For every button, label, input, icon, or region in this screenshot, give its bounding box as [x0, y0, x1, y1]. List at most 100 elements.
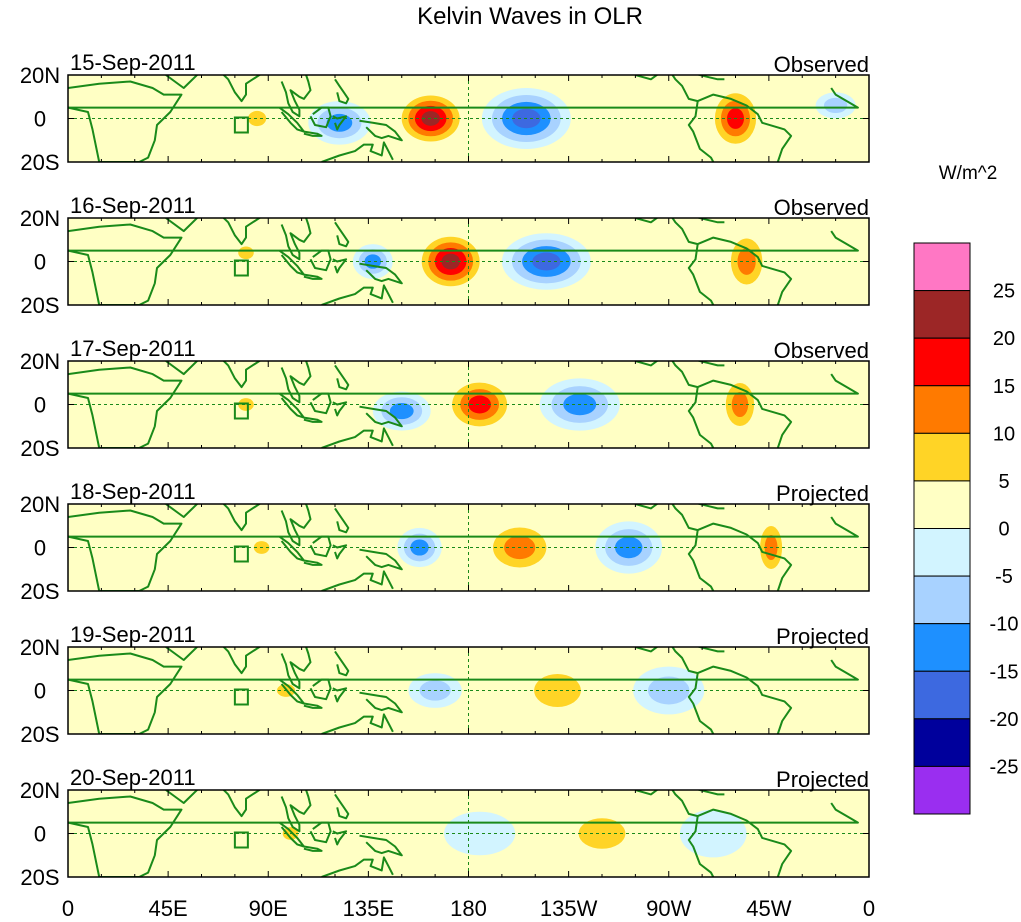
- coastline-2: [165, 647, 199, 661]
- coastline-1: [68, 652, 183, 734]
- coastline-3: [222, 75, 262, 103]
- y-tick-label: 20N: [20, 492, 60, 517]
- panel-date: 15-Sep-2011: [70, 50, 196, 75]
- coastline-8: [332, 401, 348, 417]
- anomaly-3-level-3: [389, 402, 414, 420]
- y-tick-label: 20S: [20, 436, 59, 461]
- anomaly-4-level-2: [238, 246, 254, 260]
- y-tick-label: 20S: [20, 722, 59, 747]
- colorbar-swatch: [913, 432, 971, 482]
- x-tick-label: 45W: [746, 896, 791, 921]
- x-tick-label: 0: [62, 896, 74, 921]
- anomaly-1-level-2: [534, 674, 581, 707]
- coastline-1: [68, 80, 183, 162]
- y-tick-label: 0: [34, 107, 46, 132]
- coastline-12: [635, 361, 715, 448]
- coastline-10: [359, 548, 403, 571]
- panels-group: 20N 0 20S 15-Sep-2011 Observed 20N 0 20S 16-Sep-…: [20, 50, 870, 890]
- coastline-10: [359, 405, 403, 428]
- panel-6: 20N 0 20S 20-Sep-2011 Projected: [20, 765, 870, 890]
- coastline-14: [696, 218, 725, 224]
- figure-title: Kelvin Waves in OLR: [417, 3, 643, 30]
- panel-1: 20N 0 20S 15-Sep-2011 Observed: [20, 50, 870, 175]
- coastline-12: [635, 218, 715, 305]
- colorbar-label: 25: [993, 281, 1015, 303]
- coastline-6: [303, 130, 323, 137]
- panel-date: 16-Sep-2011: [70, 193, 196, 218]
- coastline-2: [165, 361, 199, 376]
- colorbar-label: 10: [993, 423, 1015, 445]
- panel-5: 20N 0 20S 19-Sep-2011 Projected: [20, 622, 870, 747]
- y-tick-label: 0: [34, 536, 46, 561]
- coastline-14: [696, 647, 725, 653]
- coastline-8: [332, 115, 348, 131]
- coastline-6: [303, 559, 323, 566]
- x-tick-label: 180: [450, 896, 487, 921]
- colorbar: 25 20 15 10 5 0 -5 -10 -15 -20 -25: [913, 242, 1019, 815]
- coastline-11: [321, 713, 394, 734]
- coastline-8: [332, 258, 348, 274]
- colorbar-swatch: [913, 623, 971, 672]
- panel-label: Projected: [776, 624, 869, 649]
- coastline-12: [635, 504, 715, 591]
- colorbar-label: 15: [993, 376, 1015, 398]
- coastline-3: [222, 218, 262, 246]
- y-tick-label: 0: [34, 393, 46, 418]
- coastline-15: [68, 659, 859, 681]
- coastline-2: [165, 75, 199, 89]
- anomaly-1-level-4: [468, 395, 491, 414]
- x-tick-label: 135W: [540, 896, 598, 921]
- coastline-14: [696, 75, 725, 81]
- y-tick-label: 20S: [20, 579, 59, 604]
- y-tick-label: 20N: [20, 349, 60, 374]
- coastline-4: [280, 218, 312, 261]
- coastline-15: [68, 516, 859, 538]
- x-tick-label: 45E: [149, 896, 188, 921]
- coastline-2: [165, 218, 199, 233]
- colorbar-swatch: [913, 528, 971, 577]
- olr-field: [232, 228, 769, 295]
- coastline-3: [222, 790, 262, 818]
- reference-box: [233, 402, 249, 420]
- colorbar-swatch: [913, 718, 971, 767]
- coastline-11: [321, 141, 394, 162]
- coastline-11: [321, 856, 394, 877]
- y-tick-label: 20S: [20, 293, 59, 318]
- reference-box: [233, 545, 249, 563]
- colorbar-swatch: [913, 385, 971, 434]
- coastline-10: [359, 834, 403, 857]
- reference-box: [233, 831, 249, 849]
- colorbar-label: -25: [990, 756, 1019, 778]
- coastlines: [68, 218, 859, 305]
- coastline-15: [68, 230, 859, 252]
- panel-label: Observed: [774, 52, 869, 77]
- y-tick-label: 0: [34, 250, 46, 275]
- y-tick-label: 20N: [20, 63, 60, 88]
- y-tick-label: 20S: [20, 150, 59, 175]
- anomaly-2-level-3: [410, 539, 429, 556]
- y-tick-label: 0: [34, 822, 46, 847]
- coastlines: [68, 504, 859, 591]
- coastline-15: [68, 373, 859, 395]
- colorbar-swatch: [913, 670, 971, 720]
- panel-2: 20N 0 20S 16-Sep-2011 Observed: [20, 193, 870, 318]
- coastline-11: [321, 570, 394, 591]
- panel-date: 17-Sep-2011: [70, 336, 196, 361]
- coastline-6: [303, 273, 323, 280]
- colorbar-swatch: [913, 242, 971, 292]
- coastline-9: [334, 221, 350, 248]
- colorbar-swatch: [913, 480, 971, 529]
- reference-box: [233, 116, 249, 134]
- coastline-2: [165, 504, 199, 518]
- colorbar-swatch: [913, 290, 971, 339]
- coastline-9: [334, 650, 350, 677]
- colorbar-label: 5: [998, 471, 1009, 493]
- coastline-8: [332, 830, 348, 846]
- olr-field: [232, 374, 760, 435]
- panel-4: 20N 0 20S 18-Sep-2011 Projected: [20, 479, 870, 604]
- panel-label: Projected: [776, 767, 869, 792]
- panel-3: 20N 0 20S 17-Sep-2011 Observed: [20, 336, 870, 461]
- reference-box: [233, 688, 249, 706]
- x-axis: 0 45E 90E 135E 180 135W 90W 45W 0: [62, 896, 875, 921]
